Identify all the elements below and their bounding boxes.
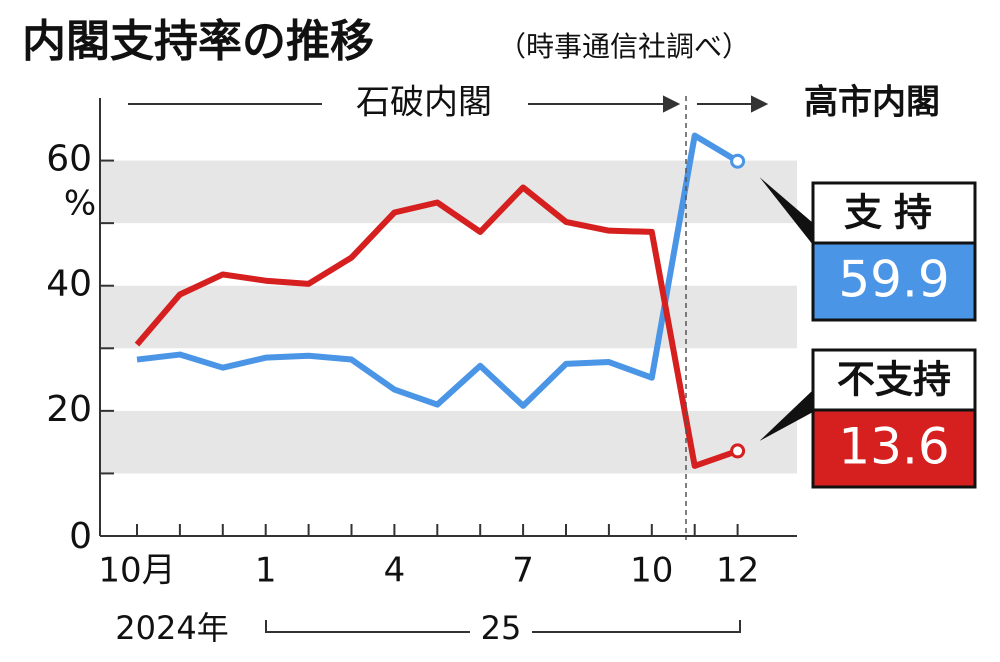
end-marker [730, 443, 746, 459]
series-line [134, 184, 739, 469]
plot: 0 20 40 60 10月 1 4 7 10 12 [46, 98, 797, 591]
x-tick-label: 4 [384, 551, 406, 591]
y-tick-label: 0 [69, 516, 92, 557]
x-tick-label: 10月 [98, 551, 175, 591]
annotation: 高市内閣 [804, 83, 940, 123]
year-bracket [265, 620, 741, 633]
x-tick-label: 1 [255, 551, 277, 591]
y-tick-label: 20 [46, 389, 92, 430]
chart-subtitle: （時事通信社調べ） [498, 30, 750, 63]
legend-label: 支持 [844, 191, 944, 235]
grid-band [100, 285, 797, 349]
year-label: 2024年 [115, 609, 228, 647]
value-box [811, 408, 977, 489]
value-label: 13.6 [838, 418, 949, 476]
y-tick-label: 40 [46, 264, 92, 305]
callout-pointer [759, 177, 813, 245]
annotation: 石破内閣 [356, 83, 492, 123]
end-marker [730, 153, 746, 169]
x-tick-label: 7 [512, 551, 534, 591]
value-label: 59.9 [838, 251, 949, 309]
x-tick-label: 12 [716, 551, 759, 591]
callout-pointer [759, 390, 813, 441]
value-box [811, 241, 977, 322]
y-tick-label: 60 [46, 139, 92, 180]
y-unit: % [64, 184, 96, 224]
cabinet-arrows [128, 95, 769, 113]
year-label: 25 [481, 609, 522, 647]
legend-label: 不支持 [837, 358, 951, 402]
chart-title: 内閣支持率の推移 [22, 16, 374, 67]
x-tick-label: 10 [630, 551, 673, 591]
grid-band [100, 410, 797, 474]
series-line [136, 132, 740, 409]
